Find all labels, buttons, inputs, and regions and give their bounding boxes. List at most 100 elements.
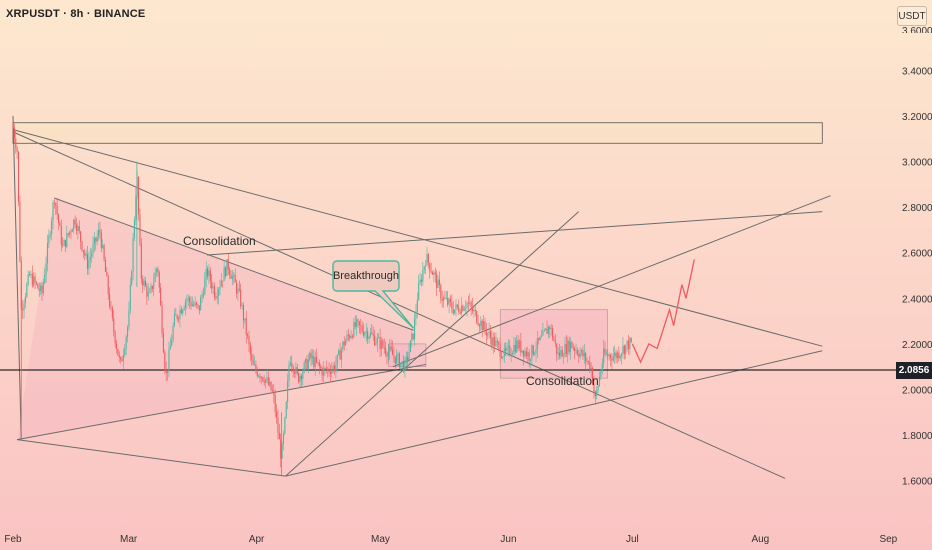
candle-body xyxy=(204,278,206,295)
candle-body xyxy=(197,304,199,306)
candle-body xyxy=(547,326,549,334)
candle-body xyxy=(106,271,108,277)
candle-body xyxy=(351,335,354,337)
candle-body xyxy=(201,294,203,298)
candle-body xyxy=(398,353,400,368)
candle-body xyxy=(630,338,632,342)
candle-body xyxy=(484,321,486,330)
candle-body xyxy=(300,375,302,380)
candle-body xyxy=(404,359,406,372)
candle-body xyxy=(20,260,22,309)
candle-body xyxy=(67,233,69,235)
candle-body xyxy=(455,304,457,310)
candle-body xyxy=(385,348,387,354)
candle-body xyxy=(146,286,148,297)
y-tick-label: 3.0000 xyxy=(902,158,932,169)
candle-body xyxy=(29,274,31,276)
candle-body xyxy=(128,310,130,328)
candle-body xyxy=(478,325,480,327)
candle-body xyxy=(378,337,380,338)
candle-body xyxy=(405,356,407,360)
candle-body xyxy=(579,352,581,357)
candle-body xyxy=(471,306,474,312)
candle-body xyxy=(317,362,319,363)
candle-body xyxy=(27,274,29,285)
candle-body xyxy=(528,352,530,361)
candle-body xyxy=(313,356,315,368)
candle-body xyxy=(540,335,543,337)
candle-body xyxy=(178,318,180,320)
candle-body xyxy=(183,307,185,310)
candle-body xyxy=(572,347,574,349)
candle-body xyxy=(587,361,590,363)
candle-body xyxy=(538,337,540,341)
candle-body xyxy=(309,352,311,360)
candle-body xyxy=(465,308,467,309)
candle-body xyxy=(539,336,541,341)
candle-body xyxy=(110,306,112,308)
candle-body xyxy=(499,344,501,357)
candle-body xyxy=(182,309,184,314)
candle-body xyxy=(558,352,561,356)
y-tick-label: 2.0000 xyxy=(902,386,932,397)
candle-body xyxy=(52,202,54,221)
candle-body xyxy=(495,340,497,347)
candle-body xyxy=(324,367,326,369)
candle-body xyxy=(277,417,279,433)
candle-body xyxy=(80,231,82,242)
candle-body xyxy=(98,229,100,237)
candle-body xyxy=(115,343,118,349)
candle-body xyxy=(53,202,55,204)
candle-body xyxy=(542,330,544,336)
candle-body xyxy=(520,340,522,353)
candle-body xyxy=(372,333,374,336)
candle-body xyxy=(223,267,225,281)
candle-body xyxy=(466,302,468,309)
candle-body xyxy=(46,243,49,264)
candle-body xyxy=(368,336,370,340)
candle-body xyxy=(485,329,487,336)
candle-body xyxy=(585,353,587,362)
y-tick-label: 2.4000 xyxy=(902,294,932,305)
candle-body xyxy=(30,273,32,275)
candle-body xyxy=(389,346,391,352)
candle-body xyxy=(473,310,475,312)
triangle-lower-line xyxy=(17,363,426,441)
candle-body xyxy=(314,357,316,368)
currency-button[interactable]: USDT xyxy=(897,6,927,26)
candle-body xyxy=(622,345,624,354)
candle-body xyxy=(401,361,403,363)
candle-body xyxy=(109,294,111,307)
candle-body xyxy=(367,331,369,340)
candle-body xyxy=(57,214,60,224)
candle-body xyxy=(48,235,50,244)
candle-body xyxy=(383,346,385,349)
candle-body xyxy=(525,351,527,357)
candle-body xyxy=(575,350,577,352)
candle-body xyxy=(513,344,515,354)
candle-body xyxy=(89,256,91,260)
candle-body xyxy=(612,356,614,361)
candle-body xyxy=(96,236,98,242)
candle-body xyxy=(226,259,228,276)
candle-body xyxy=(12,127,14,129)
candle-body xyxy=(462,305,464,311)
candle-body xyxy=(469,302,471,304)
candle-body xyxy=(394,356,396,364)
candle-body xyxy=(382,340,384,347)
candle-body xyxy=(349,335,351,339)
candle-body xyxy=(186,299,188,302)
candle-body xyxy=(552,327,554,339)
x-tick-label: Aug xyxy=(751,534,769,545)
candle-body xyxy=(418,283,420,300)
candle-body xyxy=(147,292,149,297)
candle-body xyxy=(231,276,233,279)
candle-body xyxy=(233,274,235,277)
candle-body xyxy=(556,343,558,354)
candle-body xyxy=(327,368,329,370)
candle-body xyxy=(626,340,628,346)
candle-body xyxy=(409,340,411,352)
candle-body xyxy=(184,301,187,308)
